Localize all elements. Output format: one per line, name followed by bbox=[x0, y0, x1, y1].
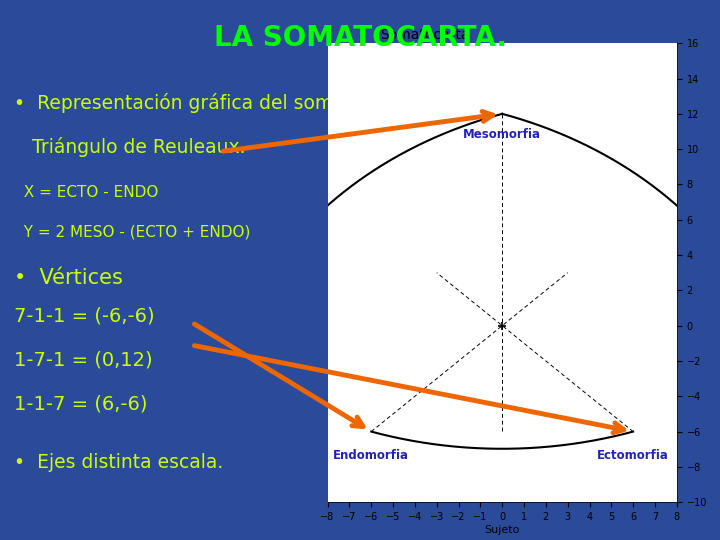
Text: LA SOMATOCARTA.: LA SOMATOCARTA. bbox=[214, 24, 506, 52]
Text: •  Ejes distinta escala.: • Ejes distinta escala. bbox=[14, 453, 223, 471]
Text: •  Vértices: • Vértices bbox=[14, 268, 122, 288]
Text: Y = 2 MESO - (ECTO + ENDO): Y = 2 MESO - (ECTO + ENDO) bbox=[14, 224, 250, 239]
Text: 1-7-1 = (0,12): 1-7-1 = (0,12) bbox=[14, 350, 153, 369]
Text: 1-1-7 = (6,-6): 1-1-7 = (6,-6) bbox=[14, 394, 148, 413]
Text: •  Representación gráfica del somatotipo en el: • Representación gráfica del somatotipo … bbox=[14, 93, 451, 113]
Text: Endomorfia: Endomorfia bbox=[333, 449, 409, 462]
Text: X = ECTO - ENDO: X = ECTO - ENDO bbox=[14, 185, 158, 200]
Text: Triángulo de Reuleaux.: Triángulo de Reuleaux. bbox=[14, 137, 246, 157]
X-axis label: Sujeto: Sujeto bbox=[485, 525, 520, 535]
Text: Somatocarta: Somatocarta bbox=[380, 28, 469, 42]
Text: 7-1-1 = (-6,-6): 7-1-1 = (-6,-6) bbox=[14, 307, 155, 326]
Text: Mesomorfia: Mesomorfia bbox=[463, 128, 541, 141]
Text: Ectomorfia: Ectomorfia bbox=[597, 449, 669, 462]
